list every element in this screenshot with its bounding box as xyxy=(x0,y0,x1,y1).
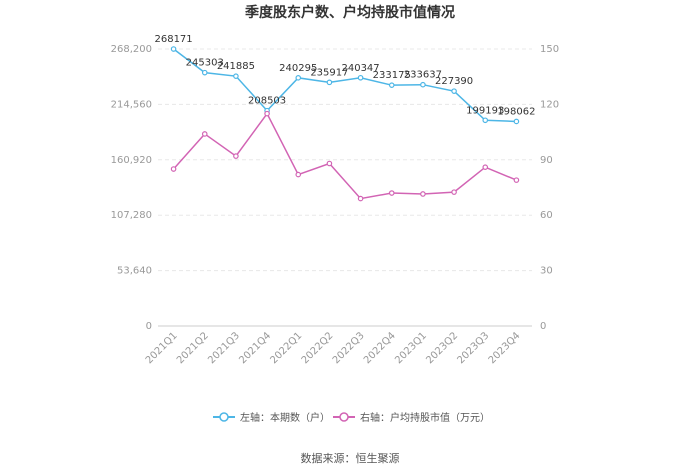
x-axis-tick-label: 2023Q3 xyxy=(456,330,492,366)
data-point[interactable] xyxy=(388,190,395,196)
legend-item-avg-holding-value[interactable]: 右轴：户均持股市值（万元） xyxy=(333,411,490,424)
data-label: 233175 xyxy=(373,70,411,81)
data-label: 268171 xyxy=(154,34,192,45)
data-point[interactable] xyxy=(420,81,426,88)
left-axis-tick-label: 107,280 xyxy=(111,210,152,221)
data-label: 227390 xyxy=(435,76,473,87)
legend-households-label: 左轴：本期数（户） xyxy=(240,411,330,424)
x-axis-tick-label: 2023Q4 xyxy=(487,330,523,366)
data-label: 241885 xyxy=(217,61,255,72)
right-axis-tick-label: 90 xyxy=(540,155,553,166)
x-axis-tick-label: 2022Q2 xyxy=(300,330,336,366)
data-point[interactable] xyxy=(170,166,177,172)
legend-avg-label: 右轴：户均持股市值（万元） xyxy=(360,411,490,424)
data-point[interactable] xyxy=(326,79,333,86)
data-point[interactable] xyxy=(201,69,208,76)
data-label: 240347 xyxy=(341,63,379,74)
x-axis-ticks: 2021Q12021Q22021Q32021Q42022Q12022Q22022… xyxy=(144,330,523,366)
left-axis-tick-label: 268,200 xyxy=(111,44,152,55)
x-axis-tick-label: 2021Q4 xyxy=(237,330,273,366)
data-point[interactable] xyxy=(201,131,208,137)
data-point[interactable] xyxy=(388,82,395,88)
right-axis-tick-label: 0 xyxy=(540,321,546,332)
left-axis-tick-label: 53,640 xyxy=(117,266,152,277)
x-axis-tick-label: 2021Q2 xyxy=(175,330,211,366)
data-point[interactable] xyxy=(451,189,457,195)
grid-lines xyxy=(158,48,532,327)
data-point[interactable] xyxy=(420,191,426,197)
data-point[interactable] xyxy=(482,164,489,170)
left-axis-tick-label: 214,560 xyxy=(111,99,152,110)
data-point[interactable] xyxy=(170,46,177,52)
data-point[interactable] xyxy=(326,160,333,167)
legend-avg-marker xyxy=(339,412,349,422)
data-point[interactable] xyxy=(295,171,302,178)
data-point[interactable] xyxy=(357,195,364,202)
left-axis-tick-label: 0 xyxy=(146,321,152,332)
right-axis-tick-label: 150 xyxy=(540,44,559,55)
x-axis-tick-label: 2021Q1 xyxy=(144,330,180,366)
legend-households-marker xyxy=(219,412,229,422)
legend[interactable]: 左轴：本期数（户） 右轴：户均持股市值（万元） xyxy=(213,411,490,424)
data-label: 233637 xyxy=(404,70,442,81)
data-point[interactable] xyxy=(357,74,364,81)
data-label: 198062 xyxy=(497,106,535,117)
series-line xyxy=(173,112,517,200)
legend-item-households[interactable]: 左轴：本期数（户） xyxy=(213,411,330,424)
x-axis-tick-label: 2021Q3 xyxy=(206,330,242,366)
data-point[interactable] xyxy=(513,118,520,125)
series-line xyxy=(173,48,517,123)
data-source: 数据来源：恒生聚源 xyxy=(301,451,400,465)
data-label: 245303 xyxy=(186,58,224,69)
right-axis-ticks: 0 30 60 90 120 150 xyxy=(540,44,559,332)
series-avg-holding-value xyxy=(170,110,520,202)
left-axis-tick-label: 160,920 xyxy=(111,155,152,166)
x-axis-tick-label: 2022Q4 xyxy=(362,330,398,366)
data-point[interactable] xyxy=(233,73,239,79)
data-label: 208503 xyxy=(248,96,286,107)
data-point[interactable] xyxy=(513,177,520,183)
chart-title: 季度股东户数、户均持股市值情况 xyxy=(244,4,455,21)
data-point[interactable] xyxy=(482,117,489,124)
data-point[interactable] xyxy=(264,110,270,117)
data-label: 240295 xyxy=(279,63,317,74)
data-point[interactable] xyxy=(233,153,239,159)
data-label: 235917 xyxy=(310,67,348,78)
data-label: 199193 xyxy=(466,105,504,116)
x-axis-tick-label: 2022Q3 xyxy=(331,330,367,366)
right-axis-tick-label: 30 xyxy=(540,266,553,277)
data-point[interactable] xyxy=(295,75,302,81)
x-axis-tick-label: 2023Q1 xyxy=(393,330,429,366)
left-axis-ticks: 0 53,640 107,280 160,920 214,560 268,200 xyxy=(111,44,152,332)
x-axis-tick-label: 2022Q1 xyxy=(269,330,305,366)
data-point[interactable] xyxy=(451,88,457,94)
right-axis-tick-label: 60 xyxy=(540,210,553,221)
right-axis-tick-label: 120 xyxy=(540,99,559,110)
x-axis-tick-label: 2023Q2 xyxy=(424,330,460,366)
